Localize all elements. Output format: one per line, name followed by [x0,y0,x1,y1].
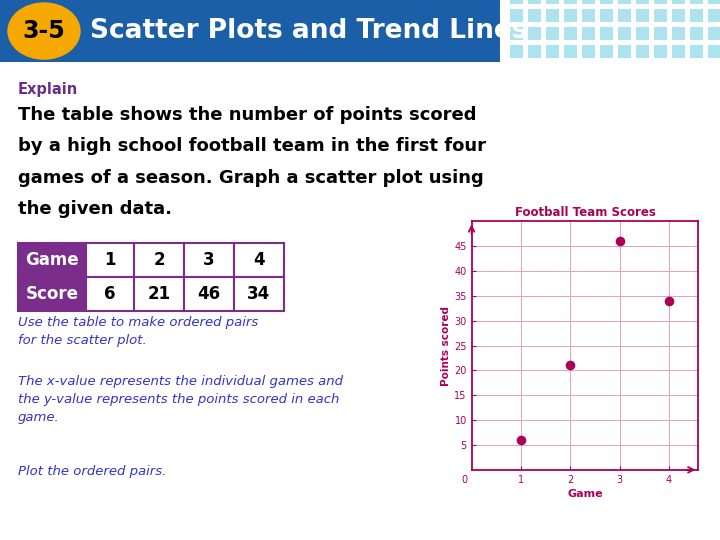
Text: games of a season. Graph a scatter plot using: games of a season. Graph a scatter plot … [18,168,484,187]
Text: Game: Game [25,251,78,269]
Bar [234,243,284,277]
Text: the given data.: the given data. [18,200,172,218]
Text: Plot the ordered pairs.: Plot the ordered pairs. [18,465,166,478]
Text: Scatter Plots and Trend Lines: Scatter Plots and Trend Lines [90,18,528,44]
Bar [18,277,86,312]
Bar [708,0,720,4]
Bar [582,9,595,22]
Bar [708,9,720,22]
Text: 46: 46 [197,285,220,303]
Bar [564,0,577,4]
Text: Holt Mc.Dougal Algebra 1: Holt Mc.Dougal Algebra 1 [8,521,168,531]
Bar [86,277,134,312]
Bar [600,0,613,4]
Bar [690,27,703,40]
Bar [690,45,703,58]
Bar [528,0,541,4]
Text: 3: 3 [203,251,215,269]
Bar [654,9,667,22]
Bar [184,277,234,312]
Bar [546,27,559,40]
Bar [600,27,613,40]
Text: 4: 4 [253,251,265,269]
Text: 6: 6 [104,285,116,303]
Bar [636,27,649,40]
Bar [600,9,613,22]
Y-axis label: Points scored: Points scored [441,306,451,386]
Text: 0: 0 [461,475,467,485]
Text: Score: Score [25,285,78,303]
Bar [672,9,685,22]
Ellipse shape [8,3,80,59]
Bar [564,27,577,40]
Title: Football Team Scores: Football Team Scores [515,206,655,219]
Text: Copyright © by Holt Mc Dougal. All Rights Reserved.: Copyright © by Holt Mc Dougal. All Right… [473,522,712,530]
Bar [708,27,720,40]
Text: 34: 34 [248,285,271,303]
Text: 2: 2 [153,251,165,269]
Bar [546,45,559,58]
Text: 3-5: 3-5 [22,19,66,43]
Bar [672,27,685,40]
Bar [582,45,595,58]
Bar [510,27,523,40]
Bar [86,243,134,277]
Point [613,237,625,246]
Bar [636,45,649,58]
Point [564,361,576,370]
Bar [654,45,667,58]
Text: by a high school football team in the first four: by a high school football team in the fi… [18,137,486,156]
Text: The table shows the number of points scored: The table shows the number of points sco… [18,106,477,124]
Text: 1: 1 [104,251,116,269]
Bar [564,45,577,58]
Text: Explain: Explain [18,82,78,97]
Bar [636,9,649,22]
Bar [690,9,703,22]
Bar [528,9,541,22]
Bar [690,0,703,4]
X-axis label: Game: Game [567,489,603,499]
Bar [546,0,559,4]
Bar [618,0,631,4]
Bar [184,243,234,277]
Point [663,296,675,305]
Bar [636,0,649,4]
Bar [510,9,523,22]
Bar [510,45,523,58]
Bar [600,45,613,58]
Bar [618,45,631,58]
Bar [618,27,631,40]
Bar [564,9,577,22]
Text: Use the table to make ordered pairs
for the scatter plot.: Use the table to make ordered pairs for … [18,316,258,347]
Bar [134,243,184,277]
Text: The x-value represents the individual games and
the y-value represents the point: The x-value represents the individual ga… [18,375,343,424]
Bar [654,0,667,4]
Bar [708,45,720,58]
Bar [672,0,685,4]
Bar [134,277,184,312]
Bar [582,27,595,40]
Bar [528,27,541,40]
Bar [528,45,541,58]
Text: 21: 21 [148,285,171,303]
Bar [654,27,667,40]
Point [515,436,526,444]
Bar [618,9,631,22]
Bar [18,243,86,277]
Bar [0,0,500,62]
Bar [234,277,284,312]
Bar [546,9,559,22]
Bar [510,0,523,4]
Bar [582,0,595,4]
Bar [672,45,685,58]
